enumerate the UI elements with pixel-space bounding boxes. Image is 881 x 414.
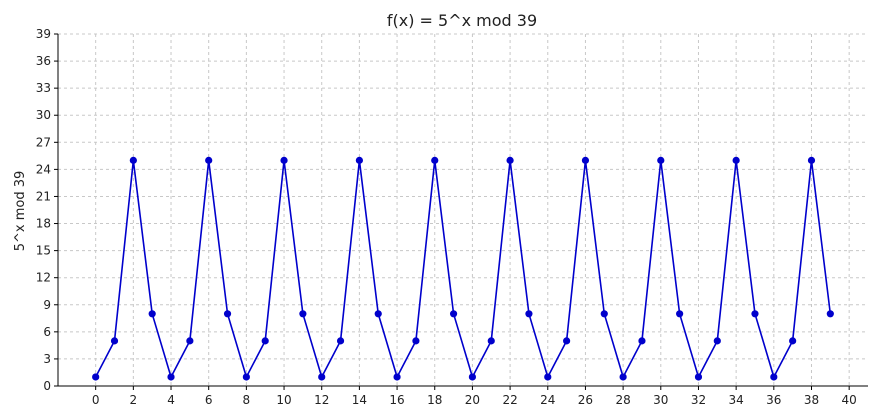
x-tick-label: 38 (804, 393, 819, 407)
data-point (563, 337, 571, 345)
y-tick-label: 21 (36, 189, 51, 203)
data-point (299, 310, 307, 318)
x-tick-label: 16 (389, 393, 404, 407)
data-point (242, 373, 250, 381)
x-tick-label: 6 (205, 393, 213, 407)
data-point (789, 337, 797, 345)
data-point (600, 310, 608, 318)
axes (54, 33, 868, 390)
y-tick-label: 39 (36, 27, 51, 41)
data-point (525, 310, 533, 318)
data-point (449, 310, 458, 318)
y-tick-label: 24 (36, 162, 51, 176)
y-tick-label: 33 (36, 81, 51, 95)
x-tick-label: 22 (502, 393, 517, 407)
series-layer (92, 156, 834, 381)
tick-labels: 0 2 4 6 8 10 12 14 16 18 20 22 24 26 28 30 32 34 36 38 40036… (36, 27, 857, 407)
data-point (412, 337, 420, 345)
data-point (355, 156, 363, 164)
data-point (807, 156, 816, 164)
x-tick-label: 26 (578, 393, 593, 407)
x-tick-label: 24 (540, 393, 555, 407)
x-tick-label: 32 (691, 393, 706, 407)
y-tick-label: 15 (36, 244, 51, 258)
chart-title: f(x) = 5^x mod 39 (387, 11, 537, 30)
data-point (261, 337, 269, 345)
data-point (186, 337, 194, 345)
data-point (336, 337, 345, 345)
x-tick-label: 34 (728, 393, 743, 407)
y-tick-label: 12 (36, 271, 51, 285)
data-point (657, 156, 665, 164)
x-tick-label: 20 (465, 393, 480, 407)
x-tick-label: 30 (653, 393, 668, 407)
data-point (129, 156, 137, 164)
data-point (205, 156, 213, 164)
x-tick-label: 4 (167, 393, 175, 407)
y-tick-label: 18 (36, 217, 51, 231)
grid (58, 33, 868, 387)
data-point (393, 373, 401, 381)
data-point (223, 310, 232, 318)
x-tick-label: 18 (427, 393, 442, 407)
y-tick-label: 0 (43, 379, 51, 393)
y-axis-label: 5^x mod 39 (13, 171, 28, 252)
x-tick-label: 12 (314, 393, 329, 407)
series-line (94, 159, 832, 378)
data-point (544, 373, 552, 381)
data-point (694, 373, 703, 381)
y-tick-label: 6 (43, 325, 51, 339)
data-point (770, 373, 778, 381)
x-tick-label: 28 (615, 393, 630, 407)
data-point (431, 156, 439, 164)
x-tick-label: 10 (276, 393, 291, 407)
data-point (751, 310, 759, 318)
x-tick-label: 40 (842, 393, 857, 407)
y-tick-label: 30 (36, 108, 51, 122)
y-tick-label: 27 (36, 135, 51, 149)
x-tick-label: 14 (352, 393, 367, 407)
data-point (506, 156, 514, 164)
x-tick-label: 0 (92, 393, 100, 407)
data-point (167, 373, 175, 381)
x-tick-label: 36 (766, 393, 781, 407)
data-point (92, 373, 100, 381)
data-point (374, 310, 382, 318)
y-tick-label: 36 (36, 54, 51, 68)
data-point (732, 156, 740, 164)
data-point (148, 310, 156, 318)
data-point (110, 337, 119, 345)
data-point (318, 373, 326, 381)
y-tick-label: 3 (43, 352, 51, 366)
data-point (581, 156, 590, 164)
data-point (826, 310, 834, 318)
data-point (619, 373, 627, 381)
data-point (676, 310, 684, 318)
data-point (280, 156, 288, 164)
data-point (713, 337, 721, 345)
x-tick-label: 8 (243, 393, 251, 407)
data-point (487, 337, 495, 345)
x-tick-label: 2 (130, 393, 138, 407)
y-tick-label: 9 (43, 298, 51, 312)
data-point (468, 373, 477, 381)
data-point (638, 337, 646, 345)
